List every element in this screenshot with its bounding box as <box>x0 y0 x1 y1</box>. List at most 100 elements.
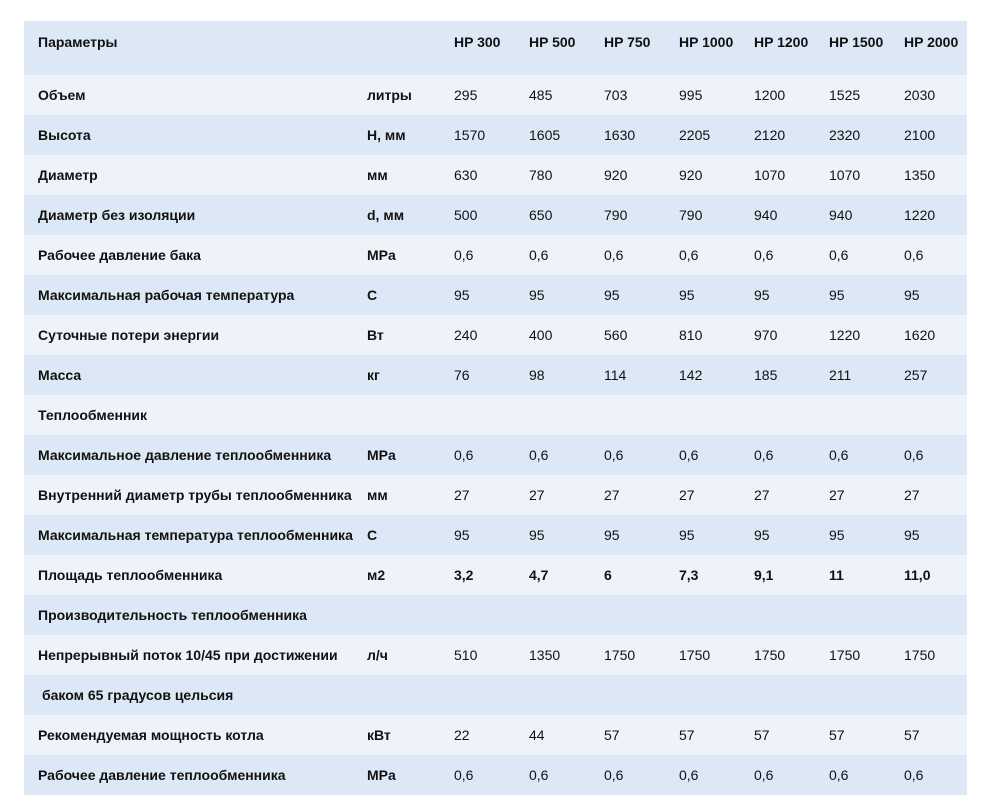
row-unit: л/ч <box>367 635 454 675</box>
row-value: 27 <box>604 475 679 515</box>
row-value: 1630 <box>604 115 679 155</box>
row-value: 0,6 <box>604 435 679 475</box>
row-unit: С <box>367 515 454 555</box>
row-unit: кВт <box>367 715 454 755</box>
row-value <box>529 675 604 715</box>
row-param-label: баком 65 градусов цельсия <box>24 675 367 715</box>
row-value: 95 <box>529 515 604 555</box>
row-value: 57 <box>829 715 904 755</box>
row-value: 940 <box>754 195 829 235</box>
row-value: 44 <box>529 715 604 755</box>
row-value: 1750 <box>604 635 679 675</box>
spec-table: Параметры HP 300 HP 500 HP 750 HP 1000 H… <box>24 21 967 795</box>
row-value <box>604 595 679 635</box>
row-value: 1570 <box>454 115 529 155</box>
row-param-label: Производительность теплообменника <box>24 595 367 635</box>
row-value: 98 <box>529 355 604 395</box>
row-param-label: Рабочее давление теплообменника <box>24 755 367 795</box>
row-value: 185 <box>754 355 829 395</box>
row-param-label: Диаметр <box>24 155 367 195</box>
row-value: 95 <box>604 275 679 315</box>
row-unit: MPa <box>367 435 454 475</box>
row-value <box>679 675 754 715</box>
row-value: 57 <box>679 715 754 755</box>
row-value: 0,6 <box>679 755 754 795</box>
row-param-label: Высота <box>24 115 367 155</box>
table-row: Площадь теплообменника м2 3,2 4,7 6 7,3 9,1 11 1… <box>24 555 967 595</box>
table-row: Масса кг 76 98 114 142 185 211 257 <box>24 355 967 395</box>
header-param-label: Параметры <box>24 21 367 75</box>
header-model: HP 1000 <box>679 21 754 75</box>
row-value: 6 <box>604 555 679 595</box>
row-value: 995 <box>679 75 754 115</box>
row-value: 0,6 <box>904 755 967 795</box>
row-value: 485 <box>529 75 604 115</box>
row-value: 11 <box>829 555 904 595</box>
table-row: Диаметр без изоляции d, мм 500 650 790 790 940… <box>24 195 967 235</box>
row-unit: Н, мм <box>367 115 454 155</box>
row-param-label: Диаметр без изоляции <box>24 195 367 235</box>
row-value <box>829 675 904 715</box>
header-model: HP 1500 <box>829 21 904 75</box>
spec-table-container: Параметры HP 300 HP 500 HP 750 HP 1000 H… <box>24 21 967 795</box>
table-row: Максимальная температура теплообменника С… <box>24 515 967 555</box>
header-unit-label <box>367 21 454 75</box>
row-value: 0,6 <box>604 755 679 795</box>
row-value <box>529 395 604 435</box>
row-value: 0,6 <box>754 435 829 475</box>
row-unit: d, мм <box>367 195 454 235</box>
row-value: 95 <box>679 275 754 315</box>
row-value: 95 <box>904 515 967 555</box>
row-value: 1070 <box>829 155 904 195</box>
row-value: 1350 <box>529 635 604 675</box>
row-unit: м2 <box>367 555 454 595</box>
row-value: 810 <box>679 315 754 355</box>
row-value <box>754 395 829 435</box>
row-value: 27 <box>829 475 904 515</box>
row-value: 920 <box>604 155 679 195</box>
row-param-label: Площадь теплообменника <box>24 555 367 595</box>
row-value: 1750 <box>829 635 904 675</box>
row-value: 0,6 <box>454 755 529 795</box>
row-value: 400 <box>529 315 604 355</box>
row-unit: кг <box>367 355 454 395</box>
table-row: Максимальное давление теплообменника MPa 0… <box>24 435 967 475</box>
row-value: 0,6 <box>529 755 604 795</box>
row-value: 95 <box>829 275 904 315</box>
row-unit <box>367 595 454 635</box>
row-value: 257 <box>904 355 967 395</box>
row-value: 790 <box>679 195 754 235</box>
row-value: 0,6 <box>454 435 529 475</box>
row-value: 1750 <box>904 635 967 675</box>
row-unit <box>367 395 454 435</box>
table-header-row: Параметры HP 300 HP 500 HP 750 HP 1000 H… <box>24 21 967 75</box>
row-param-label: Объем <box>24 75 367 115</box>
row-unit: MPa <box>367 235 454 275</box>
row-value <box>679 595 754 635</box>
row-value: 1750 <box>754 635 829 675</box>
row-unit: мм <box>367 475 454 515</box>
header-model: HP 300 <box>454 21 529 75</box>
row-unit <box>367 675 454 715</box>
row-value: 295 <box>454 75 529 115</box>
row-value: 780 <box>529 155 604 195</box>
row-value: 2205 <box>679 115 754 155</box>
row-value: 0,6 <box>604 235 679 275</box>
row-param-label: Непрерывный поток 10/45 при достижении <box>24 635 367 675</box>
row-value: 57 <box>604 715 679 755</box>
row-value <box>904 675 967 715</box>
row-value: 57 <box>904 715 967 755</box>
table-row: Рабочее давление бака MPa 0,6 0,6 0,6 0,6 0,6 0… <box>24 235 967 275</box>
row-value: 1350 <box>904 155 967 195</box>
table-row: Диаметр мм 630 780 920 920 1070 1070 1350 <box>24 155 967 195</box>
row-value: 1525 <box>829 75 904 115</box>
row-value: 1220 <box>829 315 904 355</box>
row-value: 3,2 <box>454 555 529 595</box>
row-param-label: Рабочее давление бака <box>24 235 367 275</box>
row-param-label: Внутренний диаметр трубы теплообменника <box>24 475 367 515</box>
row-unit: Вт <box>367 315 454 355</box>
row-value: 500 <box>454 195 529 235</box>
header-model: HP 500 <box>529 21 604 75</box>
row-value: 560 <box>604 315 679 355</box>
table-row: Теплообменник <box>24 395 967 435</box>
